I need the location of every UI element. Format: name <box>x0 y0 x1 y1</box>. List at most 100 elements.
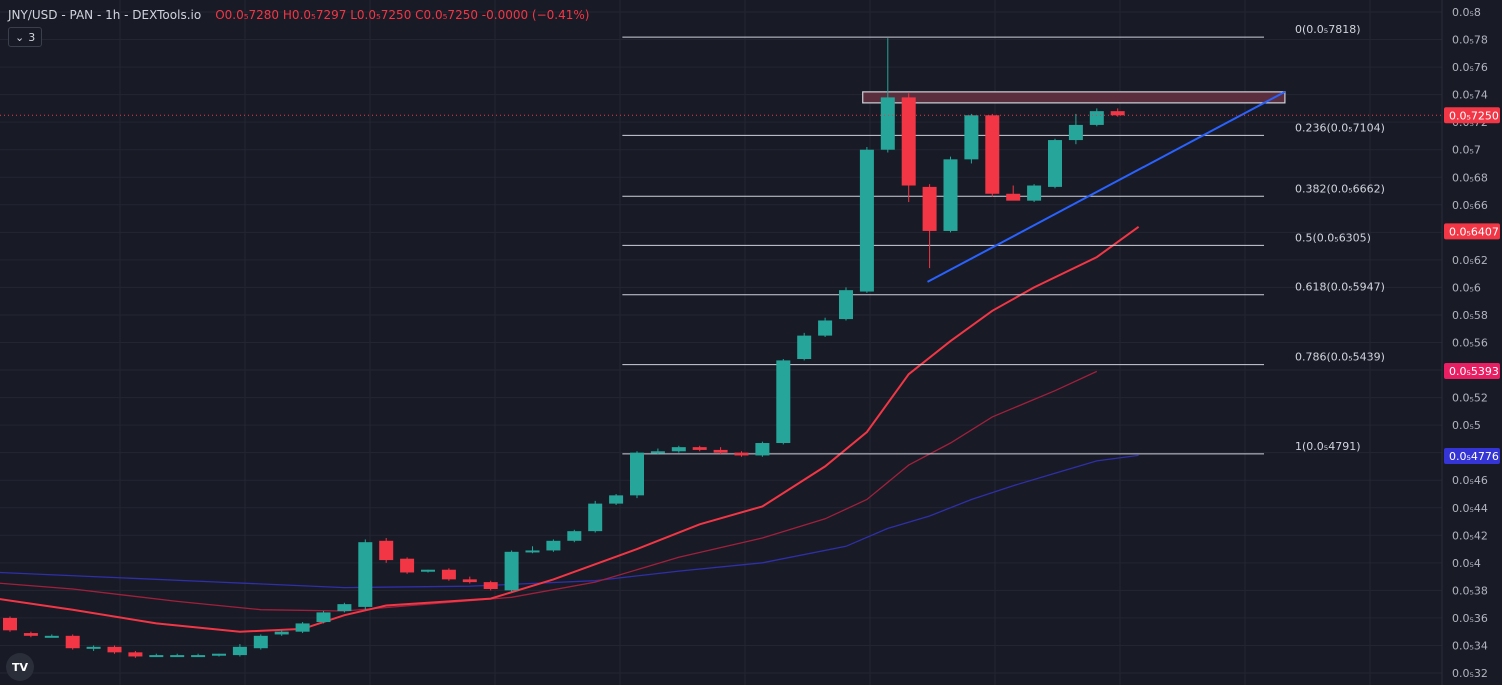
candle-body <box>23 633 38 636</box>
candle-body <box>170 655 185 658</box>
candle-body <box>1089 111 1104 125</box>
candle-body <box>588 503 603 532</box>
candle-body <box>1006 193 1021 201</box>
indicator-count: 3 <box>28 30 36 44</box>
price-tick-label: 0.0₅6 <box>1452 281 1481 294</box>
candle-body <box>922 186 937 231</box>
candle-body <box>65 635 80 649</box>
price-tick-label: 0.0₅62 <box>1452 254 1488 267</box>
candle-body <box>943 159 958 231</box>
candle-body <box>149 655 164 658</box>
candle-body <box>191 655 206 658</box>
candle-body <box>797 335 812 360</box>
candle-body <box>379 540 394 561</box>
price-badge-label: 0.0₅5393 <box>1449 365 1499 378</box>
candle-body <box>441 569 456 580</box>
candle-body <box>859 149 874 292</box>
candle-body <box>525 550 540 553</box>
candle-body <box>274 631 289 635</box>
fib-level-label: 0(0.0₅7818) <box>1295 23 1360 36</box>
fib-level-label: 0.786(0.0₅5439) <box>1295 351 1385 364</box>
ascending-trendline <box>927 90 1286 283</box>
candle-body <box>3 617 17 631</box>
fib-level-label: 0.618(0.0₅5947) <box>1295 281 1385 294</box>
candle-body <box>337 604 352 612</box>
price-tick-label: 0.0₅78 <box>1452 34 1488 47</box>
candle-body <box>212 653 226 656</box>
candle-body <box>880 97 895 150</box>
candle-body <box>295 623 310 632</box>
candle-body <box>316 612 331 623</box>
ohlc-change: -0.0000 (−0.41%) <box>481 8 590 22</box>
fib-level-label: 0.382(0.0₅6662) <box>1295 182 1385 195</box>
candle-body <box>483 582 498 589</box>
candle-body <box>1027 185 1042 201</box>
price-badge <box>1444 223 1500 240</box>
price-tick-label: 0.0₅68 <box>1452 171 1488 184</box>
candle-body <box>671 447 686 452</box>
symbol-header: JNY/USD - PAN - 1h - DEXTools.io O0.0₅72… <box>8 6 589 24</box>
candle-body <box>609 495 624 504</box>
price-tick-label: 0.0₅56 <box>1452 337 1488 350</box>
candle-body <box>400 558 415 573</box>
fib-level-label: 0.5(0.0₅6305) <box>1295 231 1371 244</box>
candle-body <box>901 97 916 186</box>
price-tick-label: 0.0₅66 <box>1452 199 1488 212</box>
candle-body <box>546 540 561 551</box>
candle-body <box>1048 140 1062 187</box>
price-badge <box>1444 107 1500 124</box>
candle-body <box>44 635 59 638</box>
resistance-zone <box>862 91 1286 104</box>
candle-body <box>818 320 833 336</box>
candle-body <box>964 115 979 160</box>
indicator-legend-toggle[interactable]: ⌄ 3 <box>8 27 43 47</box>
price-badge-label: 0.0₅7250 <box>1449 109 1499 122</box>
ohlc-open: O0.0₅7280 <box>215 8 280 22</box>
candle-body <box>462 579 477 583</box>
price-tick-label: 0.0₅36 <box>1452 612 1488 625</box>
candle-body <box>755 443 770 456</box>
ohlc-values: O0.0₅7280 H0.0₅7297 L0.0₅7250 C0.0₅7250 … <box>215 8 589 22</box>
candle-body <box>692 447 707 450</box>
symbol-title[interactable]: JNY/USD - PAN - 1h - DEXTools.io <box>8 8 202 22</box>
price-badge <box>1444 447 1500 464</box>
price-tick-label: 0.0₅52 <box>1452 392 1488 405</box>
candle-body <box>504 551 519 591</box>
tradingview-logo-icon[interactable]: TV <box>6 653 34 681</box>
price-tick-label: 0.0₅5 <box>1452 419 1481 432</box>
candle-body <box>630 452 644 496</box>
candle-body <box>358 542 373 607</box>
chevron-down-icon: ⌄ <box>15 30 25 44</box>
candle-body <box>232 646 247 656</box>
price-badge <box>1444 363 1500 380</box>
price-tick-label: 0.0₅44 <box>1452 502 1488 515</box>
price-tick-label: 0.0₅8 <box>1452 6 1481 19</box>
candle-body <box>567 531 582 541</box>
candle-body <box>734 452 749 456</box>
fib-level-label: 1(0.0₅4791) <box>1295 440 1360 453</box>
price-tick-label: 0.0₅4 <box>1452 557 1481 570</box>
candle-body <box>86 646 101 649</box>
ohlc-high: H0.0₅7297 <box>282 8 347 22</box>
price-badge-label: 0.0₅4776 <box>1449 450 1499 463</box>
candle-body <box>107 646 122 653</box>
price-tick-label: 0.0₅34 <box>1452 639 1488 652</box>
candle-body <box>776 360 791 444</box>
ema-slow-line <box>0 454 1139 589</box>
candle-body <box>128 652 143 657</box>
candle-body <box>253 635 268 649</box>
price-tick-label: 0.0₅58 <box>1452 309 1488 322</box>
candle-body <box>1068 124 1083 141</box>
candle-body <box>1110 111 1125 116</box>
ohlc-close: C0.0₅7250 <box>415 8 478 22</box>
fib-level-label: 0.236(0.0₅7104) <box>1295 121 1385 134</box>
price-tick-label: 0.0₅46 <box>1452 474 1488 487</box>
ohlc-low: L0.0₅7250 <box>350 8 412 22</box>
price-tick-label: 0.0₅42 <box>1452 529 1488 542</box>
price-tick-label: 0.0₅74 <box>1452 89 1488 102</box>
candle-body <box>713 449 728 453</box>
price-tick-label: 0.0₅32 <box>1452 667 1488 680</box>
price-badge-label: 0.0₅6407 <box>1449 225 1499 238</box>
candle-body <box>985 115 1000 194</box>
